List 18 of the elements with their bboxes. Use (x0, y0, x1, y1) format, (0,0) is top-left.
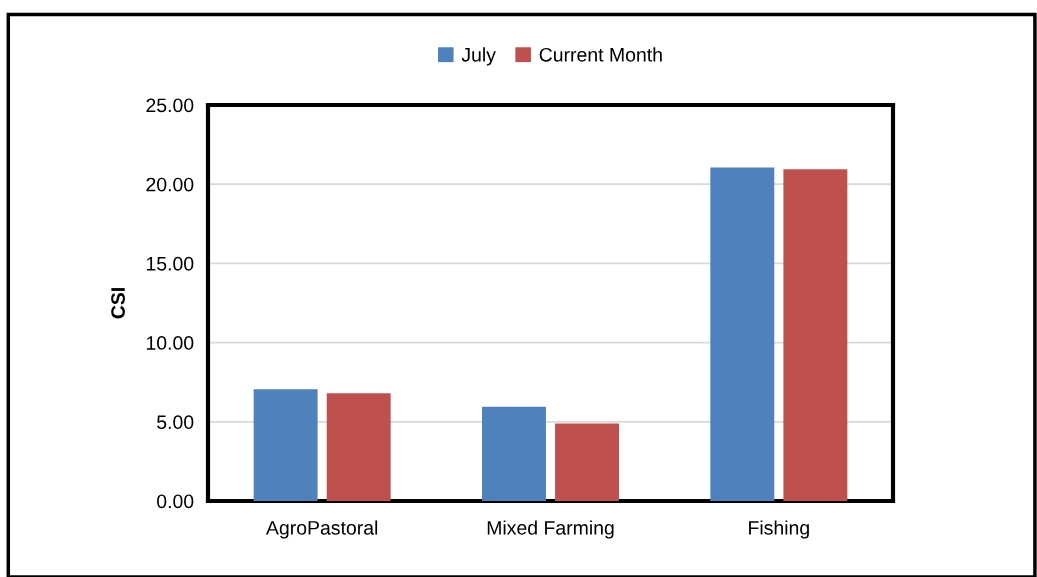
bar (326, 393, 391, 501)
y-tick-label: 5.00 (157, 415, 194, 430)
bar (253, 389, 318, 501)
x-tick-label: AgroPastoral (266, 520, 378, 539)
y-tick-label: 20.00 (146, 177, 194, 192)
y-tick-label: 10.00 (146, 336, 194, 350)
bar (482, 406, 546, 501)
bar (783, 169, 848, 501)
y-tick-label: 25.00 (146, 98, 194, 113)
legend-label: Current Month (539, 47, 662, 62)
bar (555, 423, 619, 501)
x-tick-label: Fishing (749, 520, 809, 539)
legend-label: July (461, 47, 496, 66)
y-tick-label: 0.00 (157, 494, 194, 509)
bar (710, 167, 775, 501)
y-tick-label: 15.00 (146, 256, 194, 271)
x-tick-label: Mixed Farming (487, 520, 614, 539)
y-axis-title: CSI (111, 288, 125, 319)
